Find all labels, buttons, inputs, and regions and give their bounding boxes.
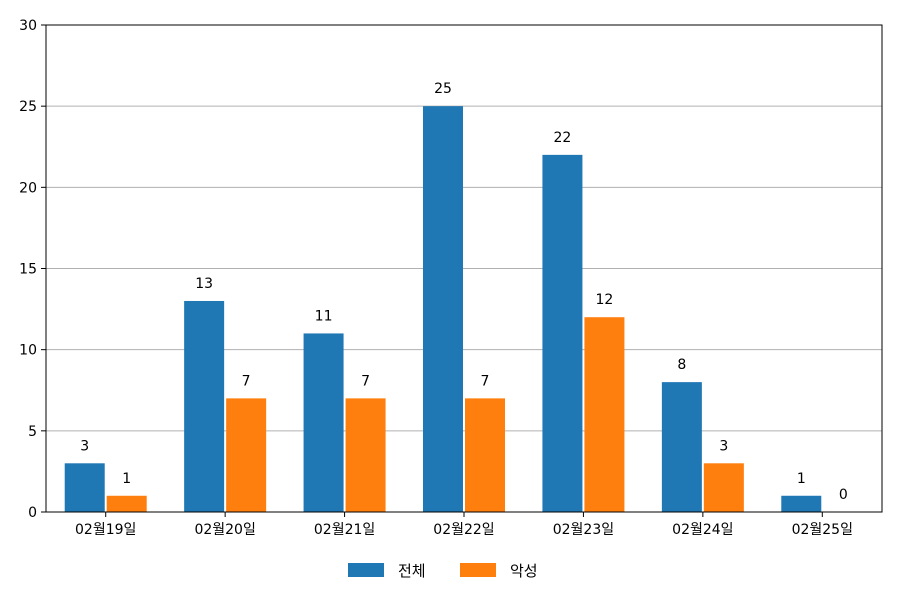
- legend-swatch: [460, 563, 496, 577]
- y-axis: 0 5 10 15 20 25 30: [19, 18, 46, 521]
- x-tick-label: 02월21일: [314, 522, 375, 538]
- bar-malicious: [226, 398, 267, 512]
- bar-malicious: [584, 317, 625, 512]
- plot-frame: [45, 24, 883, 513]
- bar-value-label: 8: [677, 357, 686, 373]
- y-tick-label: 10: [19, 343, 37, 359]
- bars: [64, 106, 822, 513]
- y-tick-label: 5: [28, 424, 37, 440]
- x-tick-label: 02월24일: [672, 522, 733, 538]
- bar-value-label: 11: [315, 308, 333, 324]
- y-tick-label: 15: [19, 262, 37, 278]
- bar-value-label: 0: [839, 487, 848, 503]
- y-tick-label: 25: [19, 99, 37, 115]
- legend-label: 악성: [510, 562, 538, 580]
- bar-value-label: 22: [554, 130, 572, 146]
- x-tick-label: 02월22일: [433, 522, 494, 538]
- x-tick-label: 02월20일: [194, 522, 255, 538]
- bar-value-label: 3: [80, 438, 89, 454]
- bar-total: [423, 106, 463, 513]
- bar-value-label: 13: [195, 276, 213, 292]
- bar-value-label: 1: [122, 471, 131, 487]
- bar-total: [303, 333, 344, 512]
- bar-value-label: 1: [797, 471, 806, 487]
- y-tick-label: 30: [19, 18, 37, 34]
- bar-malicious: [345, 398, 386, 512]
- x-tick-label: 02월25일: [792, 522, 853, 538]
- bar-malicious: [106, 495, 147, 512]
- bar-total: [64, 463, 105, 512]
- bar-malicious: [465, 398, 505, 512]
- bar-value-label: 3: [719, 438, 728, 454]
- x-axis: 02월19일 02월20일 02월21일 02월22일 02월23일 02월24일 02월2…: [75, 512, 853, 538]
- bar-total: [781, 495, 822, 512]
- legend-label: 전체: [398, 562, 426, 580]
- x-tick-label: 02월23일: [553, 522, 614, 538]
- y-tick-label: 0: [28, 505, 37, 521]
- bar-total: [184, 300, 225, 512]
- bar-total: [542, 154, 583, 512]
- bar-value-labels: 3 1 13 7 11 7 25 7 22 12 8 3 1 0: [80, 81, 847, 503]
- bar-value-label: 7: [481, 373, 490, 389]
- legend: 전체 악성: [348, 562, 538, 580]
- bar-malicious: [703, 463, 744, 512]
- bar-value-label: 7: [361, 373, 370, 389]
- bar-value-label: 25: [434, 81, 452, 97]
- legend-swatch: [348, 563, 384, 577]
- bar-value-label: 12: [596, 292, 614, 308]
- grid-lines: [46, 105, 882, 432]
- bar-value-label: 7: [242, 373, 251, 389]
- y-tick-label: 20: [19, 180, 37, 196]
- x-tick-label: 02월19일: [75, 522, 136, 538]
- bar-total: [661, 382, 702, 512]
